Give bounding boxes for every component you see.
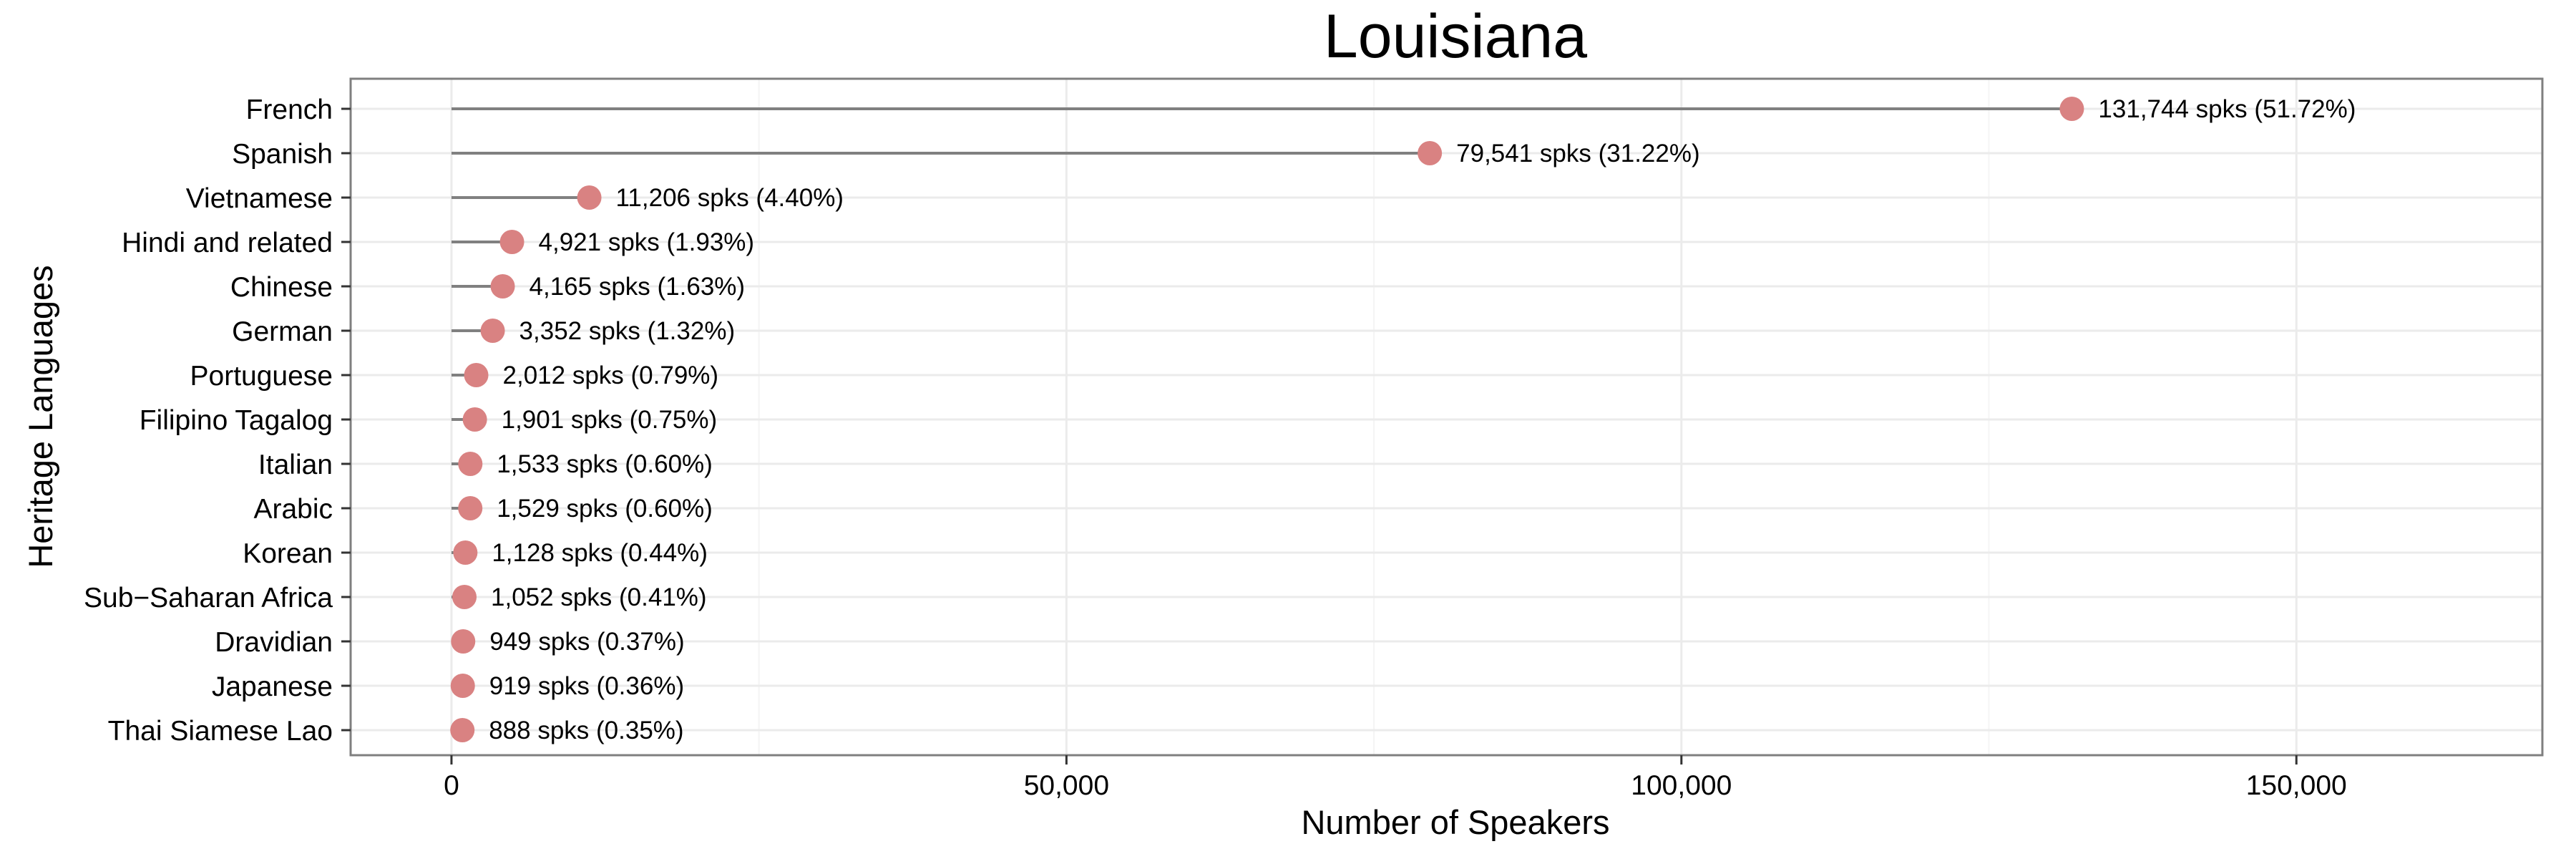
data-label: 4,921 spks (1.93%) — [539, 228, 755, 256]
y-tick-label: French — [246, 94, 333, 125]
lollipop-point — [451, 629, 476, 654]
lollipop-point — [1418, 141, 1443, 165]
data-label-layer: 131,744 spks (51.72%) 79,541 spks (31.22%… — [489, 95, 2356, 744]
lollipop-point — [450, 718, 475, 742]
lollipop-point — [458, 496, 483, 520]
lollipop-point — [450, 674, 475, 698]
lollipop-point — [458, 452, 483, 476]
plot-panel-border — [349, 77, 2544, 757]
data-label: 1,533 spks (0.60%) — [497, 450, 713, 478]
lollipop-point — [2059, 97, 2084, 121]
y-tick-label: German — [232, 316, 333, 347]
point-layer — [450, 97, 2084, 742]
data-label: 79,541 spks (31.22%) — [1456, 140, 1699, 168]
y-tick-label: Thai Siamese Lao — [108, 716, 333, 747]
lollipop-point — [499, 230, 525, 254]
data-label: 3,352 spks (1.32%) — [519, 317, 736, 345]
x-tick-label: 0 — [444, 770, 459, 801]
data-label: 888 spks (0.35%) — [489, 717, 683, 744]
y-tick-label: Japanese — [212, 671, 333, 702]
data-label: 1,052 spks (0.41%) — [491, 583, 707, 611]
lollipop-point — [490, 274, 515, 299]
y-axis-title: Heritage Languages — [21, 265, 59, 568]
data-label: 4,165 spks (1.63%) — [530, 273, 746, 301]
y-tick-label: Filipino Tagalog — [140, 405, 333, 436]
x-axis: 0 50,000 100,000 150,000 — [444, 755, 2347, 801]
y-tick-label: Vietnamese — [186, 183, 333, 214]
lollipop-point — [462, 407, 487, 432]
lollipop-point — [453, 540, 478, 565]
data-label: 11,206 spks (4.40%) — [616, 184, 844, 212]
y-tick-label: Hindi and related — [122, 228, 333, 258]
chart-title: Louisiana — [1324, 2, 1587, 71]
x-axis-title: Number of Speakers — [1301, 803, 1609, 841]
data-label: 949 spks (0.37%) — [489, 628, 684, 656]
x-tick-label: 150,000 — [2246, 770, 2347, 801]
data-label: 131,744 spks (51.72%) — [2098, 95, 2356, 123]
y-axis: French Spanish Vietnamese Hindi and related… — [84, 94, 351, 747]
data-label: 1,529 spks (0.60%) — [497, 495, 713, 523]
y-tick-label: Italian — [258, 450, 333, 480]
y-tick-label: Sub−Saharan Africa — [84, 583, 333, 613]
y-tick-label: Chinese — [230, 272, 333, 303]
y-tick-label: Arabic — [253, 494, 333, 525]
y-tick-label: Korean — [243, 538, 333, 569]
y-tick-label: Portuguese — [190, 361, 333, 392]
data-label: 1,128 spks (0.44%) — [492, 539, 708, 567]
lollipop-point — [480, 319, 505, 343]
lollipop-point — [452, 585, 477, 609]
data-label: 2,012 spks (0.79%) — [503, 361, 719, 389]
lollipop-point — [464, 363, 489, 387]
x-tick-label: 100,000 — [1631, 770, 1732, 801]
lollipop-point — [577, 185, 602, 210]
x-tick-label: 50,000 — [1024, 770, 1109, 801]
data-label: 919 spks (0.36%) — [489, 672, 684, 700]
y-tick-label: Dravidian — [215, 627, 333, 658]
y-tick-label: Spanish — [232, 139, 333, 170]
data-label: 1,901 spks (0.75%) — [502, 406, 718, 434]
